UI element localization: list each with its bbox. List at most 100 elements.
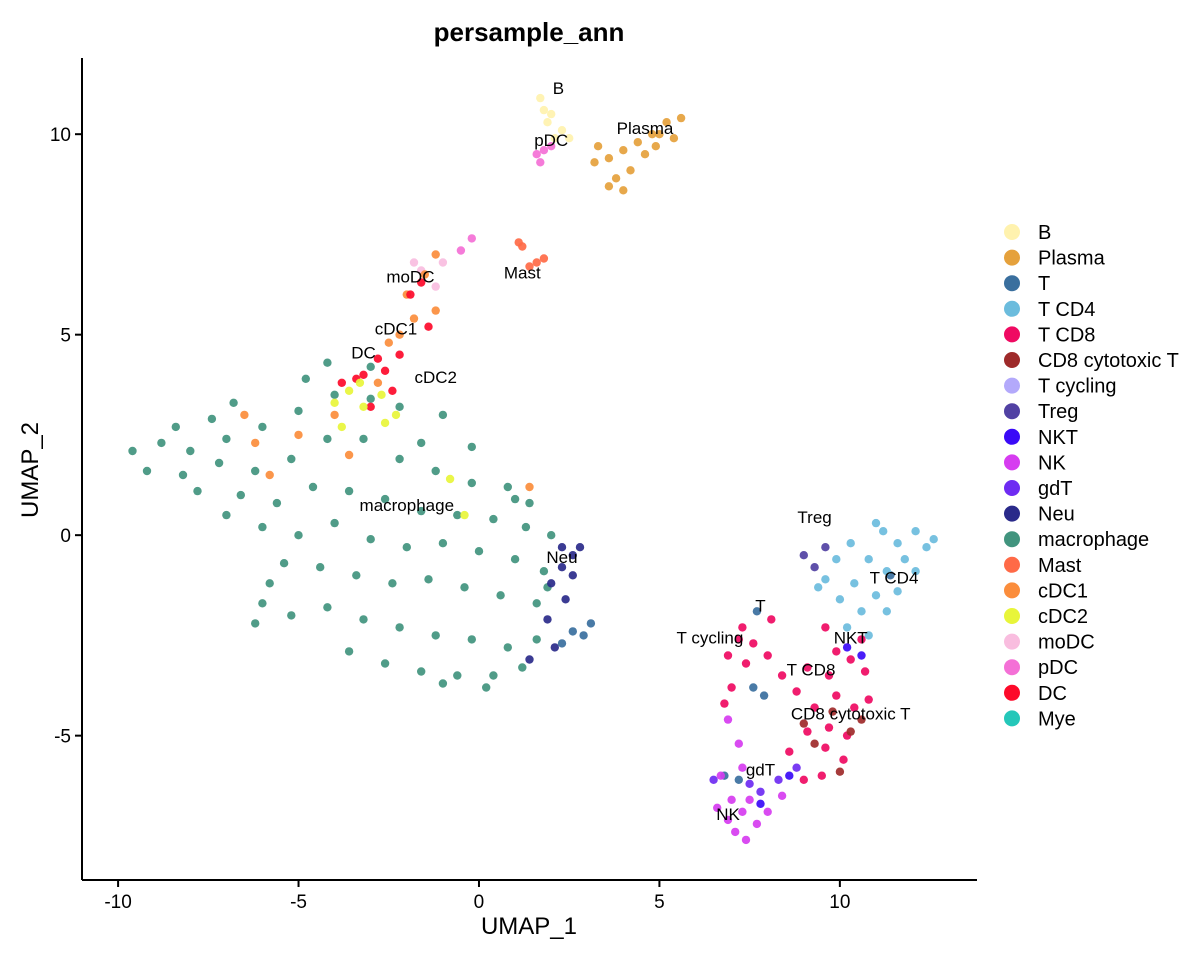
data-point — [391, 410, 401, 420]
data-point — [344, 386, 354, 395]
data-point — [593, 142, 603, 151]
data-point — [803, 727, 812, 736]
data-point — [279, 559, 289, 568]
data-point — [539, 567, 549, 576]
x-tick-label: -5 — [290, 892, 307, 913]
data-point — [337, 422, 346, 432]
legend-label: Mye — [1038, 708, 1076, 730]
data-point — [857, 607, 866, 616]
data-point — [366, 402, 375, 411]
data-point — [817, 771, 826, 780]
data-point — [850, 703, 859, 712]
data-point — [431, 250, 440, 259]
data-point — [417, 438, 426, 448]
data-point — [824, 671, 834, 680]
data-point — [900, 555, 909, 564]
cluster-neu — [525, 543, 585, 664]
data-point — [547, 579, 556, 588]
legend-label: Plasma — [1038, 248, 1106, 270]
data-point — [557, 543, 567, 552]
cluster-label: T — [755, 596, 765, 615]
data-point — [186, 446, 195, 456]
data-point — [373, 354, 383, 363]
cluster-label: T cycling — [677, 628, 744, 647]
data-point — [344, 647, 354, 656]
data-point — [828, 707, 837, 716]
legend: B Plasma T T CD4 T CD8 CD8 cytotoxic T T cycli… — [1004, 222, 1179, 730]
y-tick-label: 5 — [60, 326, 71, 347]
data-point — [879, 527, 888, 536]
data-point — [777, 791, 787, 800]
data-point — [272, 498, 282, 508]
data-point — [738, 807, 747, 816]
data-point — [337, 378, 346, 387]
data-point — [251, 438, 260, 448]
data-point — [842, 643, 852, 652]
cluster-label: Treg — [797, 508, 831, 527]
data-point — [738, 623, 747, 632]
data-point — [557, 126, 567, 135]
data-point — [287, 611, 296, 620]
cluster-label: B — [553, 79, 564, 98]
cluster-label: Mast — [504, 264, 541, 283]
data-point — [777, 671, 787, 680]
data-point — [590, 158, 599, 167]
data-point — [882, 567, 891, 576]
data-point — [734, 635, 743, 644]
data-point — [409, 258, 419, 267]
data-point — [503, 643, 512, 652]
axes — [81, 58, 977, 881]
data-point — [344, 450, 354, 460]
data-point — [575, 543, 585, 552]
ticks: -10 -5 0 5 10 -5 0 5 10 — [50, 125, 851, 913]
data-point — [453, 510, 462, 520]
data-point — [893, 539, 902, 548]
data-point — [604, 182, 614, 191]
data-point — [503, 482, 512, 492]
data-point — [723, 651, 733, 660]
data-point — [359, 615, 368, 624]
data-point — [388, 386, 397, 395]
cluster-label: DC — [351, 344, 376, 363]
data-point — [857, 651, 866, 660]
data-point — [669, 134, 679, 143]
data-point — [330, 398, 339, 407]
x-tick-label: -10 — [104, 892, 131, 913]
data-point — [864, 555, 873, 564]
data-point — [640, 150, 650, 159]
data-point — [178, 470, 188, 480]
data-point — [359, 402, 368, 411]
data-point — [214, 458, 224, 468]
legend-swatch — [1004, 352, 1020, 368]
legend-swatch — [1004, 224, 1020, 240]
cluster-cdc2 — [330, 378, 469, 520]
data-point — [611, 174, 621, 183]
data-point — [294, 406, 303, 416]
legend-label: cDC2 — [1038, 606, 1088, 628]
data-point — [727, 795, 736, 804]
y-tick-label: -5 — [54, 727, 71, 748]
data-point — [810, 563, 819, 572]
data-point — [532, 150, 541, 159]
cluster-b — [536, 93, 574, 143]
legend-swatch — [1004, 326, 1020, 343]
data-point — [380, 418, 390, 428]
data-point — [799, 775, 808, 784]
data-point — [662, 118, 671, 127]
data-point — [536, 93, 545, 103]
data-point — [539, 146, 549, 155]
data-point — [431, 306, 440, 315]
legend-label: DC — [1038, 683, 1067, 705]
cluster-mast — [514, 238, 549, 271]
cluster-label: gdT — [746, 761, 775, 780]
data-point — [824, 723, 834, 732]
data-point — [832, 691, 841, 700]
data-point — [323, 358, 332, 367]
data-point — [355, 378, 365, 387]
data-point — [128, 446, 137, 456]
data-point — [287, 454, 296, 464]
data-point — [835, 767, 845, 776]
data-point — [619, 186, 628, 195]
data-point — [417, 278, 426, 287]
